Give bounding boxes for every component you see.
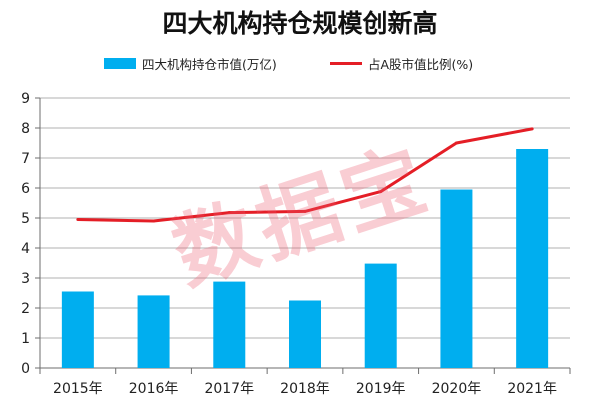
y-tick-label: 0 [21,361,30,377]
bar [289,300,321,368]
y-tick-label: 9 [21,91,30,107]
line-point [454,141,458,145]
bar [440,189,473,368]
x-tick-label: 2017年 [204,381,254,397]
legend-label-market-ratio: 占A股市值比例(%) [368,56,474,72]
bar [364,263,397,368]
x-tick-label: 2019年 [356,381,406,397]
bar [516,149,549,368]
line-point [76,218,80,221]
y-tick-label: 5 [21,211,30,227]
y-tick-label: 2 [21,301,30,317]
line-point [379,190,383,194]
legend-item-holding-value: 四大机构持仓市值(万亿) [104,52,277,74]
line-point [530,127,534,131]
line-point [303,209,307,213]
x-tick-label: 2018年 [280,381,330,397]
y-tick-label: 6 [21,181,30,197]
x-tick-label: 2016年 [129,381,179,397]
x-tick-label: 2020年 [432,381,482,397]
chart-title: 四大机构持仓规模创新高 [162,9,438,38]
bar [61,291,94,368]
y-tick-label: 4 [21,241,30,257]
y-tick-label: 7 [21,151,30,167]
line-point [152,219,156,223]
legend-label-holding-value: 四大机构持仓市值(万亿) [142,56,277,72]
bar [137,295,170,368]
bar [213,281,246,368]
legend-swatch-bar [104,57,136,69]
x-tick-label: 2015年 [53,381,103,397]
legend-swatch-line [330,61,362,65]
y-tick-label: 1 [21,331,30,347]
line-point [227,211,231,215]
x-tick-label: 2021年 [507,381,557,397]
legend-item-market-ratio: 占A股市值比例(%) [330,52,473,74]
y-tick-label: 8 [21,121,30,137]
y-tick-label: 3 [21,271,30,287]
legend: 四大机构持仓市值(万亿) 占A股市值比例(%) [0,52,600,74]
